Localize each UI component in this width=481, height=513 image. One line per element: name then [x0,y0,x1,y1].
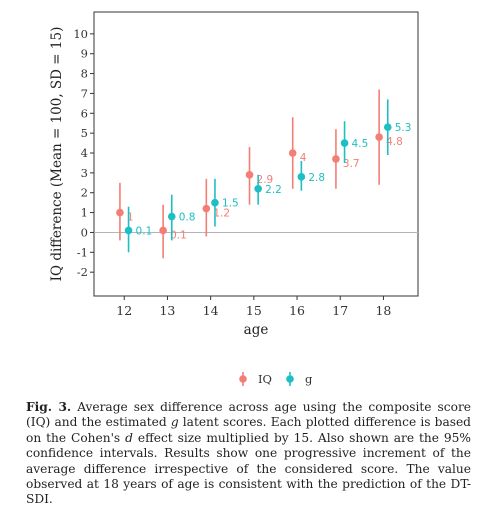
legend-label: IQ [258,372,272,386]
y-tick-label: -1 [77,245,88,259]
caption-figure-label: Fig. 3. [26,400,72,414]
y-tick-label: 3 [81,166,88,180]
data-label: 2.8 [308,172,325,184]
y-tick-label: 6 [81,106,88,120]
series-iq: 10.11.22.94 3.74.8 [116,89,403,259]
y-tick-label: 2 [81,186,88,200]
data-point [211,198,219,207]
data-point [116,208,124,217]
data-point [383,123,392,131]
data-point [254,184,262,193]
figure-caption: Fig. 3. Average sex difference across ag… [26,400,471,508]
data-label: 0.1 [170,229,187,241]
x-tick-label: 16 [289,303,305,318]
data-point [297,173,306,181]
y-axis-title: IQ difference (Mean = 100, SD = 15) [49,27,65,282]
caption-g-symbol: g [170,415,179,430]
data-point [332,155,340,163]
data-label: 4.5 [352,138,369,150]
y-tick-label: 8 [81,67,88,81]
x-axis-title: age [244,322,269,338]
caption-text-1: Average sex difference across age using … [26,400,471,430]
data-label: 3.7 [343,158,360,170]
y-tick-label: 5 [81,126,88,140]
x-tick-label: 17 [332,303,348,318]
data-point [375,133,383,141]
legend-label: g [305,372,313,386]
data-label: 2.2 [265,184,282,196]
caption-text-2: latent scores. Each plotted difference i… [26,415,471,445]
data-label: 1.5 [222,198,239,210]
data-point [167,212,176,221]
plot-panel [93,11,419,297]
legend-key-point [239,375,247,383]
y-tick-label: 7 [81,86,88,100]
data-point [288,149,297,157]
y-tick-label: 1 [81,206,88,220]
x-tick-label: 13 [159,303,175,318]
data-point [124,226,133,235]
y-tick-label: 9 [81,47,88,61]
caption-d-symbol: d [125,430,133,445]
data-point [340,139,349,147]
series-g: 0.1 0.8 1.5 2.2 2.8 4.5 5.3 [124,99,412,253]
data-label: 2.9 [257,174,274,186]
data-point [245,171,254,179]
x-tick-label: 15 [246,303,262,318]
data-label: 1 [127,212,134,224]
data-label: 4 [300,152,307,164]
legend-key-point [286,375,294,383]
data-label: 0.1 [136,225,153,237]
y-tick-label: 4 [81,146,88,160]
data-point [202,204,211,213]
y-tick-label: 0 [81,225,88,239]
data-label: 1.2 [213,208,230,220]
data-point [159,226,167,235]
x-tick-label: 18 [375,303,391,318]
y-tick-label: -2 [77,265,88,279]
data-label: 5.3 [395,122,412,134]
data-label: 0.8 [179,212,196,224]
caption-text-3: effect size multiplied by 15. Also shown… [26,430,471,507]
x-tick-label: 14 [203,303,219,318]
legend: IQ g [239,372,313,386]
x-tick-label: 12 [116,303,132,318]
data-label: 4.8 [386,136,403,148]
y-tick-label: 10 [73,27,88,41]
